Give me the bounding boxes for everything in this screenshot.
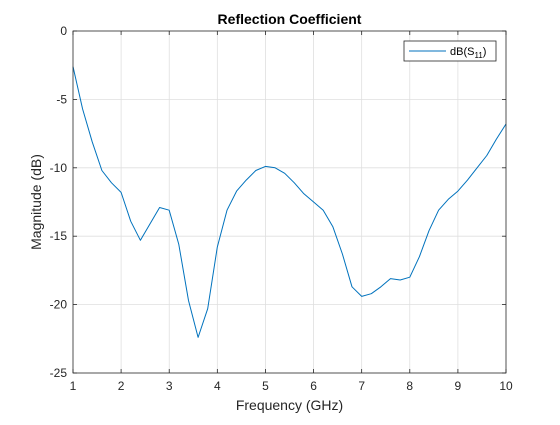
legend-label-subscript: 11 (474, 51, 483, 60)
x-tick-label: 2 (118, 379, 125, 393)
legend-label-close: ) (483, 46, 487, 58)
x-tick-labels: 1 2 3 4 5 6 7 8 9 10 (70, 379, 513, 393)
series-layer (72, 66, 507, 338)
x-tick-label: 8 (406, 379, 413, 393)
y-tick-label: -15 (50, 229, 68, 243)
y-tick-label: -20 (50, 298, 68, 312)
x-axis-label: Frequency (GHz) (236, 397, 343, 413)
y-tick-label: 0 (60, 24, 67, 38)
chart-title: Reflection Coefficient (218, 11, 362, 27)
series-line-s11 (72, 66, 507, 338)
y-tick-labels: -25 -20 -15 -10 -5 0 (50, 24, 68, 380)
plot-area (73, 31, 506, 373)
legend-series-label: dB(S11) (450, 46, 486, 60)
x-tick-label: 5 (262, 379, 269, 393)
y-tick-label: -10 (50, 161, 68, 175)
x-tick-label: 4 (214, 379, 221, 393)
legend: dB(S11) (403, 40, 497, 62)
x-tick-label: 9 (455, 379, 462, 393)
x-tick-label: 7 (358, 379, 365, 393)
legend-label-base: dB(S (450, 46, 474, 58)
x-tick-label: 6 (310, 379, 317, 393)
plot-frame (72, 30, 507, 374)
y-tick-label: -25 (50, 366, 68, 380)
tick-marks (72, 30, 507, 374)
grid-lines (73, 31, 506, 373)
x-tick-label: 10 (499, 379, 513, 393)
legend-box (403, 40, 497, 62)
x-tick-label: 1 (70, 379, 77, 393)
x-tick-label: 3 (166, 379, 173, 393)
y-axis-label: Magnitude (dB) (28, 154, 44, 250)
y-tick-label: -5 (56, 92, 67, 106)
